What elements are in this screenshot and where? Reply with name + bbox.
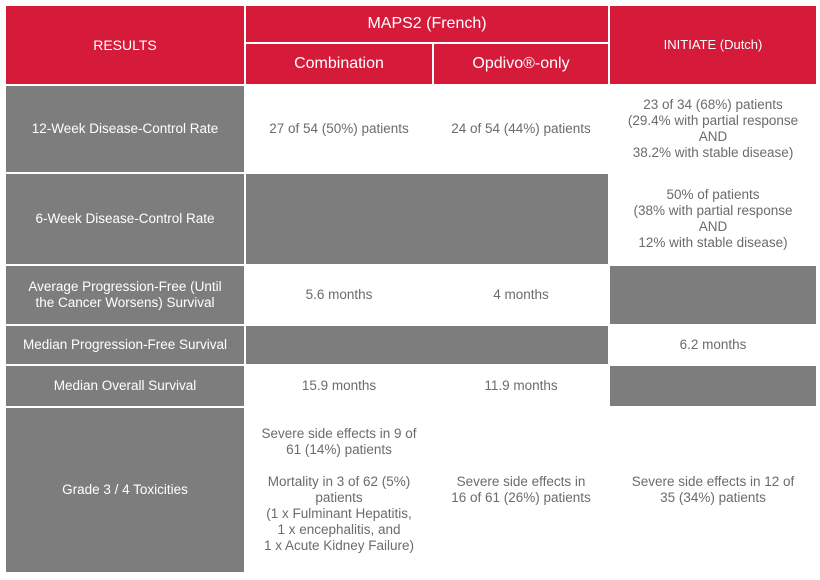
table-row: Median Overall Survival 15.9 months 11.9… [4, 364, 819, 408]
cell-combination-12wk-dcr: 27 of 54 (50%) patients [244, 84, 434, 174]
combination-header: Combination [244, 42, 434, 86]
cell-initiate-avg-pfs-empty [608, 264, 819, 326]
opdivo-only-header: Opdivo®-only [431, 42, 611, 86]
row-label-6wk-dcr: 6-Week Disease-Control Rate [4, 172, 246, 266]
cell-initiate-median-pfs: 6.2 months [608, 324, 819, 366]
cell-combination-avg-pfs: 5.6 months [244, 264, 434, 326]
cell-initiate-toxicities: Severe side effects in 12 of 35 (34%) pa… [608, 406, 819, 574]
cell-initiate-median-os-empty [608, 364, 819, 408]
results-header: RESULTS [4, 4, 246, 86]
maps2-header: MAPS2 (French) [243, 4, 611, 44]
table-row: Average Progression-Free (Until the Canc… [4, 264, 819, 326]
table-row: 12-Week Disease-Control Rate 27 of 54 (5… [4, 84, 819, 174]
cell-maps2-median-pfs-empty [243, 324, 611, 366]
table-row: Median Progression-Free Survival 6.2 mon… [4, 324, 819, 366]
row-label-median-os: Median Overall Survival [4, 364, 246, 408]
initiate-header: INITIATE (Dutch) [608, 4, 819, 86]
row-label-avg-pfs: Average Progression-Free (Until the Canc… [4, 264, 246, 326]
table-row: Grade 3 / 4 Toxicities Severe side effec… [4, 406, 819, 574]
cell-opdivo-toxicities: Severe side effects in 16 of 61 (26%) pa… [431, 406, 611, 574]
table-row: 6-Week Disease-Control Rate 50% of patie… [4, 172, 819, 266]
cell-combination-median-os: 15.9 months [244, 364, 434, 408]
header-row-1: RESULTS MAPS2 (French) INITIATE (Dutch) [4, 4, 819, 86]
header-row-2: Combination Opdivo®-only [5, 42, 817, 86]
results-table: RESULTS MAPS2 (French) INITIATE (Dutch) … [4, 4, 819, 574]
row-label-12wk-dcr: 12-Week Disease-Control Rate [4, 84, 246, 174]
cell-initiate-12wk-dcr: 23 of 34 (68%) patients (29.4% with part… [608, 84, 819, 174]
cell-initiate-6wk-dcr: 50% of patients (38% with partial respon… [608, 172, 819, 266]
cell-opdivo-avg-pfs: 4 months [431, 264, 611, 326]
cell-opdivo-12wk-dcr: 24 of 54 (44%) patients [431, 84, 611, 174]
cell-opdivo-median-os: 11.9 months [431, 364, 611, 408]
row-label-toxicities: Grade 3 / 4 Toxicities [4, 406, 246, 574]
cell-combination-toxicities: Severe side effects in 9 of 61 (14%) pat… [244, 406, 434, 574]
row-label-median-pfs: Median Progression-Free Survival [4, 324, 246, 366]
cell-maps2-6wk-dcr-empty [243, 172, 611, 266]
